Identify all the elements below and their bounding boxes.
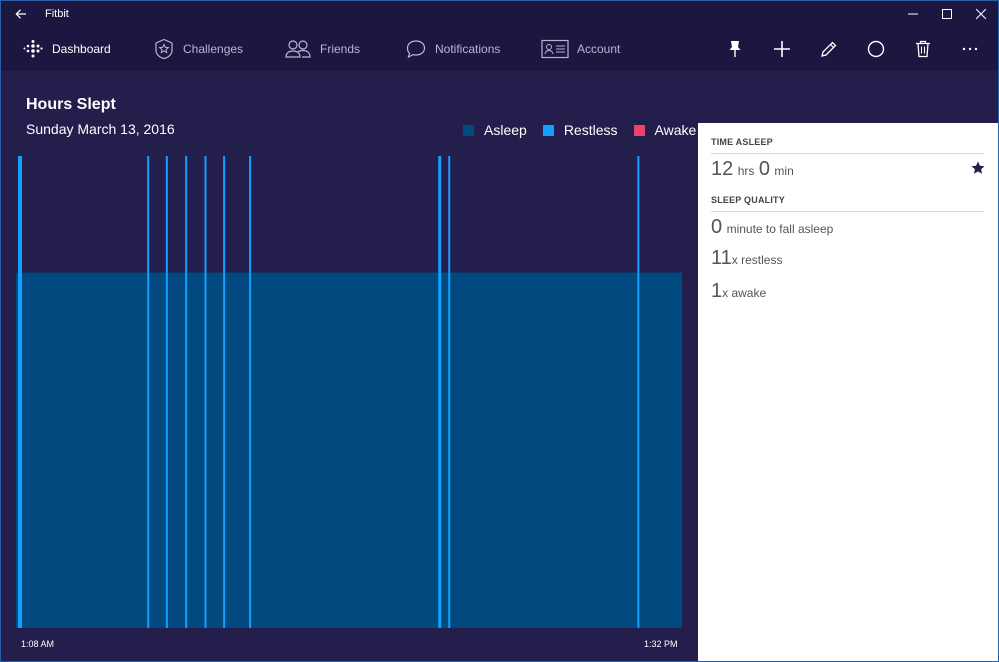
window-controls <box>896 1 998 26</box>
nav-dashboard-label: Dashboard <box>52 41 111 56</box>
pin-button[interactable] <box>723 37 747 61</box>
restless-count: 11 <box>711 247 732 269</box>
awake-count: 1 <box>711 280 723 302</box>
more-icon <box>962 47 978 51</box>
close-button[interactable] <box>964 1 998 26</box>
speech-bubble-icon <box>405 38 427 60</box>
moon-icon <box>867 40 885 58</box>
legend-label-restless: Restless <box>563 122 618 138</box>
awake-stat: 1x awake <box>711 280 766 303</box>
restless-bar <box>185 156 188 628</box>
x-axis-start-label: 1:08 AM <box>21 639 55 649</box>
restless-bar <box>438 156 442 628</box>
restless-bar <box>223 156 226 628</box>
chart-title: Hours Slept <box>26 96 116 113</box>
divider <box>711 211 984 212</box>
time-asleep-title: TIME ASLEEP <box>711 137 773 147</box>
chart-date: Sunday March 13, 2016 <box>26 121 175 137</box>
maximize-button[interactable] <box>930 1 964 26</box>
title-bar: Fitbit <box>1 1 998 26</box>
minimize-icon <box>908 13 918 14</box>
trash-icon <box>916 40 930 58</box>
more-button[interactable] <box>958 37 982 61</box>
back-arrow-icon <box>15 8 26 19</box>
legend-swatch-asleep <box>463 124 474 136</box>
delete-button[interactable] <box>911 37 935 61</box>
legend-swatch-awake <box>633 124 645 136</box>
fall-asleep-value: 0 <box>711 216 723 238</box>
sleep-chart <box>16 156 682 628</box>
time-asleep-value: 12 hrs 0 min <box>711 158 794 181</box>
legend-swatch-restless <box>542 124 554 136</box>
id-card-icon <box>541 38 569 60</box>
restless-label: x restless <box>731 253 783 267</box>
restless-bar <box>165 156 168 628</box>
add-button[interactable] <box>770 37 794 61</box>
hours-value: 12 <box>711 158 734 180</box>
hours-unit: hrs <box>737 164 755 178</box>
edit-icon <box>821 41 837 57</box>
nav-notifications[interactable]: Notifications <box>405 26 500 71</box>
pin-icon <box>729 41 741 57</box>
nav-account-label: Account <box>577 41 621 56</box>
nav-challenges[interactable]: Challenges <box>153 26 243 71</box>
fall-asleep-label: minute to fall asleep <box>726 222 834 236</box>
star-icon[interactable] <box>971 161 985 175</box>
close-icon <box>976 8 986 19</box>
x-axis-end-label: 1:32 PM <box>644 639 678 649</box>
restless-bar <box>204 156 207 628</box>
nav-friends[interactable]: Friends <box>284 26 360 71</box>
restless-bar <box>249 156 252 628</box>
fall-asleep-stat: 0 minute to fall asleep <box>711 216 833 239</box>
sleep-details-panel: TIME ASLEEP 12 hrs 0 min SLEEP QUALITY 0… <box>698 123 998 661</box>
legend-label-awake: Awake <box>654 122 697 138</box>
divider <box>711 153 984 154</box>
restless-bar <box>637 156 640 628</box>
legend-item-asleep: Asleep <box>463 122 527 138</box>
restless-stat: 11x restless <box>711 247 782 270</box>
sleep-mode-button[interactable] <box>864 37 888 61</box>
nav-dashboard[interactable]: Dashboard <box>22 26 111 71</box>
back-button[interactable] <box>1 1 41 26</box>
chart-legend: Asleep Restless Awake <box>463 122 712 138</box>
fitbit-dots-icon <box>22 38 44 60</box>
nav-friends-label: Friends <box>320 41 361 56</box>
restless-bar <box>17 156 22 628</box>
star-badge-icon <box>153 38 175 60</box>
restless-bar <box>147 156 150 628</box>
content-area: Hours Slept Sunday March 13, 2016 Asleep… <box>1 71 998 661</box>
maximize-icon <box>942 8 952 19</box>
sleep-quality-title: SLEEP QUALITY <box>711 195 785 205</box>
navigation-bar: Dashboard Challenges Friends <box>1 26 998 71</box>
legend-item-restless: Restless <box>542 122 618 138</box>
asleep-bar <box>16 272 682 628</box>
restless-bar <box>448 156 451 628</box>
edit-button[interactable] <box>817 37 841 61</box>
minimize-button[interactable] <box>896 1 930 26</box>
minutes-unit: min <box>774 164 794 178</box>
legend-item-awake: Awake <box>633 122 697 138</box>
nav-challenges-label: Challenges <box>183 41 244 56</box>
nav-notifications-label: Notifications <box>435 41 501 56</box>
window-title: Fitbit <box>45 7 69 20</box>
friends-icon <box>284 38 312 60</box>
awake-label: x awake <box>722 286 767 300</box>
action-toolbar <box>718 26 998 71</box>
add-icon <box>774 41 790 57</box>
minutes-value: 0 <box>758 158 770 180</box>
legend-label-asleep: Asleep <box>484 122 527 138</box>
nav-account[interactable]: Account <box>541 26 620 71</box>
